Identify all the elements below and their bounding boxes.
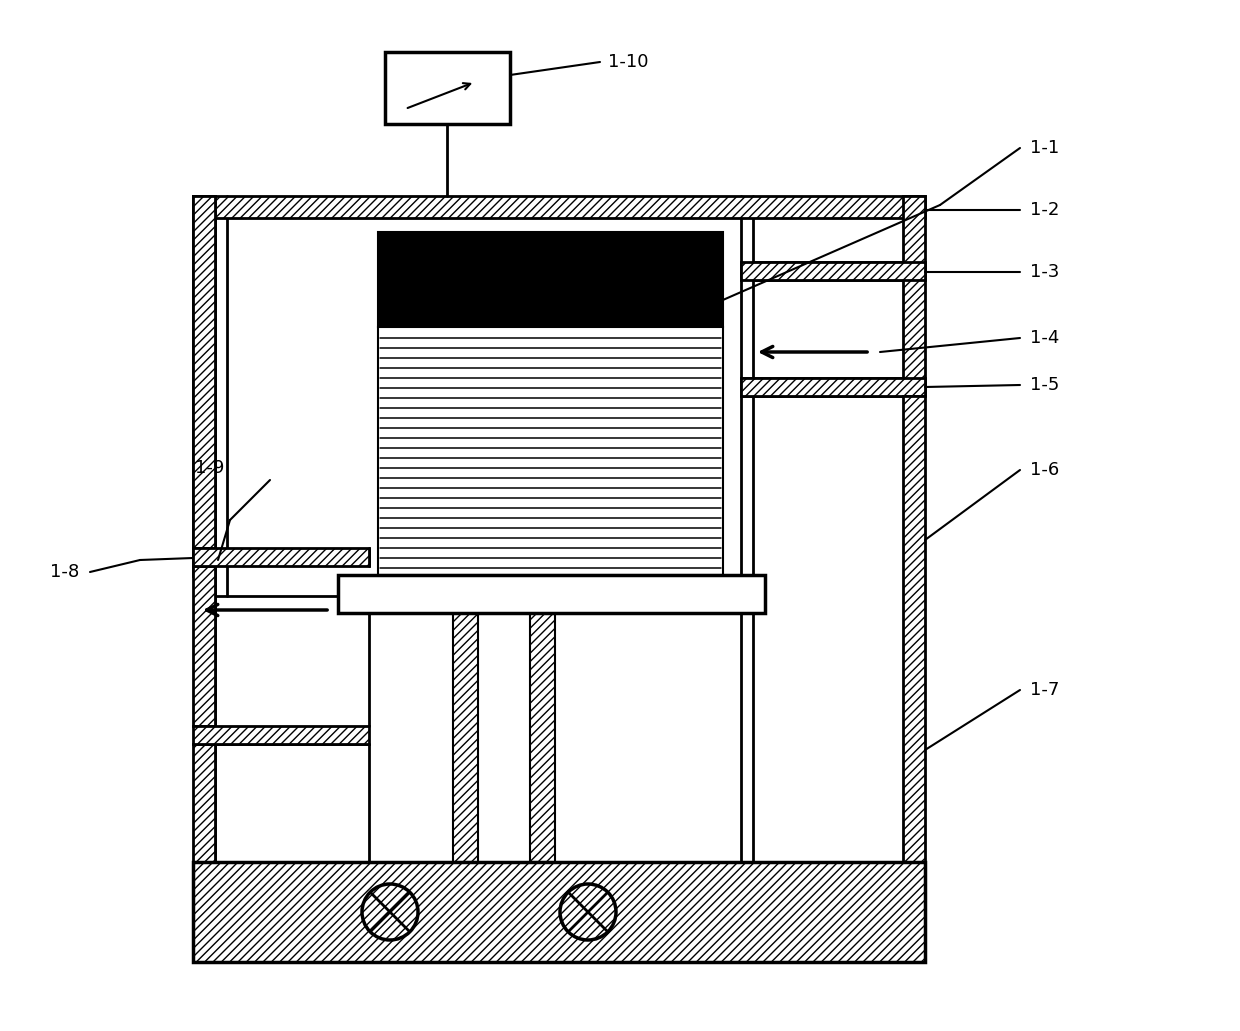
Bar [193,726,370,744]
Text: 1-1: 1-1 [1030,139,1059,157]
Bar [378,232,723,327]
Bar [339,575,765,613]
Text: 1-2: 1-2 [1030,201,1059,219]
Bar [742,262,925,280]
Text: 1-5: 1-5 [1030,376,1059,394]
Bar [903,196,925,396]
Bar [903,396,925,874]
Bar [193,566,215,726]
Bar [529,613,556,862]
Bar [384,52,510,124]
Bar [193,862,925,962]
Text: 1-9: 1-9 [195,459,224,477]
Bar [742,378,925,396]
Bar [193,548,370,566]
Bar [193,196,215,548]
Text: 1-7: 1-7 [1030,681,1059,699]
Bar [193,744,215,862]
Text: 1-8: 1-8 [50,563,79,581]
Text: 1-6: 1-6 [1030,461,1059,479]
Text: 1-10: 1-10 [608,53,649,71]
Bar [193,196,925,218]
Text: 1-4: 1-4 [1030,329,1059,347]
Bar [378,327,723,575]
Bar [193,196,215,576]
Text: 1-3: 1-3 [1030,263,1059,281]
Bar [453,613,477,862]
